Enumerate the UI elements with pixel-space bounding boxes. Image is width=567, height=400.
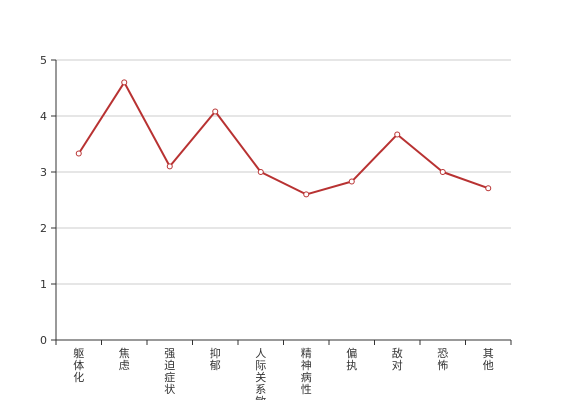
data-point (166, 163, 173, 170)
series-markers (75, 79, 492, 198)
data-point (485, 185, 492, 192)
x-tick-label: 其他 (483, 347, 494, 372)
data-point (121, 79, 128, 86)
series-line-path (77, 81, 489, 196)
x-tick-label: 人际关系敏感 (255, 347, 266, 400)
x-tick-label: 偏执 (346, 346, 357, 372)
data-point (439, 169, 446, 175)
x-axis-ticks: 躯体化 焦虑 强迫症状 抑郁 人际关系敏感 精神病性 偏执 敌对 恐怖 其他 (55, 340, 512, 400)
data-point (348, 178, 355, 185)
x-tick-label: 焦虑 (119, 347, 130, 372)
data-point (212, 108, 219, 115)
y-tick-label: 4 (40, 110, 47, 123)
data-point (257, 169, 264, 175)
x-tick-label: 躯体化 (73, 347, 84, 384)
axes (55, 60, 511, 341)
x-tick-label: 抑郁 (210, 346, 221, 372)
y-tick-label: 1 (40, 278, 47, 291)
y-tick-label: 0 (40, 334, 47, 347)
data-point (303, 191, 310, 198)
y-tick-label: 3 (40, 166, 47, 179)
x-tick-label: 敌对 (392, 346, 403, 372)
x-tick-label: 精神病性 (301, 347, 312, 396)
data-point (75, 150, 82, 157)
y-tick-label: 5 (40, 54, 47, 67)
y-tick-label: 2 (40, 222, 47, 235)
grid-lines (56, 59, 511, 285)
x-tick-label: 恐怖 (437, 347, 448, 372)
x-tick-label: 强迫症状 (164, 347, 175, 396)
series-line (77, 81, 489, 196)
y-axis-ticks: 0 1 2 3 4 5 (40, 54, 56, 347)
data-point (394, 131, 401, 138)
